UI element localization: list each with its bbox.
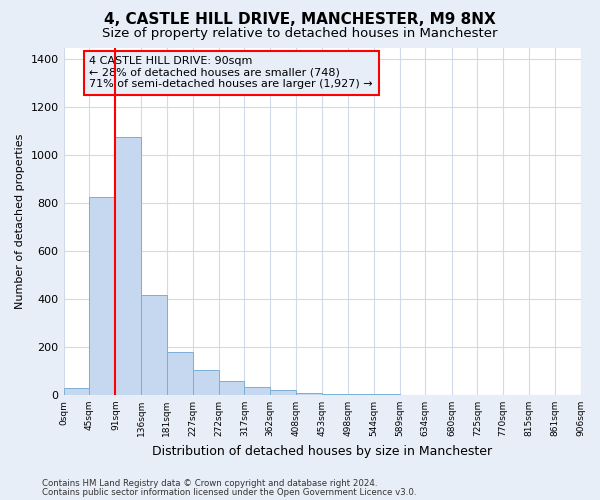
- Bar: [219, 380, 244, 395]
- Text: 4, CASTLE HILL DRIVE, MANCHESTER, M9 8NX: 4, CASTLE HILL DRIVE, MANCHESTER, M9 8NX: [104, 12, 496, 28]
- Bar: [64, 388, 89, 395]
- Y-axis label: Number of detached properties: Number of detached properties: [15, 134, 25, 309]
- X-axis label: Distribution of detached houses by size in Manchester: Distribution of detached houses by size …: [152, 444, 492, 458]
- Bar: [89, 198, 115, 395]
- Text: Contains public sector information licensed under the Open Government Licence v3: Contains public sector information licen…: [42, 488, 416, 497]
- Bar: [322, 394, 347, 395]
- Bar: [141, 296, 167, 395]
- Bar: [115, 138, 141, 395]
- Bar: [193, 370, 219, 395]
- Bar: [347, 394, 374, 395]
- Text: 4 CASTLE HILL DRIVE: 90sqm
← 28% of detached houses are smaller (748)
71% of sem: 4 CASTLE HILL DRIVE: 90sqm ← 28% of deta…: [89, 56, 373, 90]
- Bar: [270, 390, 296, 395]
- Bar: [244, 386, 270, 395]
- Text: Contains HM Land Registry data © Crown copyright and database right 2024.: Contains HM Land Registry data © Crown c…: [42, 479, 377, 488]
- Bar: [167, 352, 193, 395]
- Bar: [296, 392, 322, 395]
- Text: Size of property relative to detached houses in Manchester: Size of property relative to detached ho…: [102, 28, 498, 40]
